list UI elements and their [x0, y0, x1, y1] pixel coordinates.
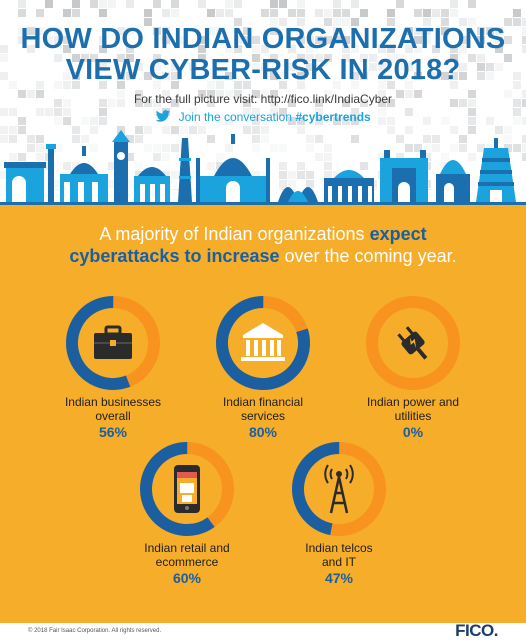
title-line-1: HOW DO INDIAN ORGANIZATIONS	[20, 23, 506, 55]
headline-highlight-1: expect	[369, 224, 427, 244]
stat-label-line-2: utilities	[394, 409, 432, 423]
stat-label: Indian financial services	[188, 395, 338, 423]
headline: A majority of Indian organizations expec…	[30, 223, 496, 267]
stat-label-line-1: Indian businesses	[64, 395, 162, 409]
stat-indian-telcos-it: Indian telcos and IT 47%	[264, 441, 414, 587]
headline-part-1: A majority of Indian organizations	[99, 224, 365, 244]
stat-indian-financial-services: Indian financial services 80%	[188, 295, 338, 441]
header: HOW DO INDIAN ORGANIZATIONS VIEW CYBER-R…	[0, 0, 526, 205]
power-plug-icon	[397, 326, 428, 360]
stat-indian-retail-ecommerce: Indian retail and ecommerce 60%	[112, 441, 262, 587]
stat-indian-businesses: Indian businesses overall 56%	[38, 295, 188, 441]
twitter-bird-icon	[155, 110, 171, 126]
stat-label: Indian power and utilities	[338, 395, 488, 423]
stat-label-line-1: Indian power and	[366, 395, 460, 409]
stat-label-line-2: overall	[95, 409, 131, 423]
stat-label: Indian businesses overall	[38, 395, 188, 423]
stat-indian-power-utilities: Indian power and utilities 0%	[338, 295, 488, 441]
progress-ring	[139, 441, 235, 537]
stat-value: 80%	[248, 424, 278, 440]
headline-highlight-2: cyberattacks to increase	[69, 246, 280, 266]
indian-skyline-illustration	[0, 130, 526, 205]
stat-label-line-1: Indian telcos	[305, 541, 373, 555]
stat-label: Indian retail and ecommerce	[112, 541, 262, 569]
bank-building-icon	[241, 323, 285, 361]
ring-track	[366, 296, 460, 390]
smartphone-shop-icon	[174, 465, 200, 513]
briefcase-icon	[94, 325, 132, 359]
stat-label-line-2: ecommerce	[155, 555, 219, 569]
stat-label-line-2: and IT	[321, 555, 357, 569]
full-picture-link[interactable]: For the full picture visit: http://fico.…	[133, 92, 393, 106]
cell-tower-icon	[324, 464, 354, 514]
fico-logo: FICO.	[455, 621, 498, 640]
progress-ring	[291, 441, 387, 537]
stats-section: A majority of Indian organizations expec…	[0, 205, 526, 623]
join-conversation-text: Join the conversation	[178, 110, 293, 124]
headline-part-2: over the coming year.	[284, 246, 457, 266]
title-line-2: VIEW CYBER-RISK IN 2018?	[65, 54, 461, 86]
stat-value: 47%	[324, 570, 354, 586]
stat-value: 56%	[98, 424, 128, 440]
stat-label: Indian telcos and IT	[264, 541, 414, 569]
progress-ring	[365, 295, 461, 391]
stat-label-line-1: Indian financial	[222, 395, 304, 409]
hashtag-link[interactable]: #cybertrends	[295, 110, 371, 124]
footer: © 2018 Fair Isaac Corporation. All right…	[0, 621, 526, 640]
copyright-text: © 2018 Fair Isaac Corporation. All right…	[28, 628, 162, 634]
page-title: HOW DO INDIAN ORGANIZATIONS VIEW CYBER-R…	[0, 24, 526, 86]
progress-ring	[65, 295, 161, 391]
stat-label-line-1: Indian retail and	[144, 541, 230, 555]
stat-value: 60%	[172, 570, 202, 586]
progress-ring	[215, 295, 311, 391]
stat-value: 0%	[402, 424, 424, 440]
twitter-callout[interactable]: Join the conversation #cybertrends	[0, 110, 526, 126]
stat-label-line-2: services	[240, 409, 285, 423]
